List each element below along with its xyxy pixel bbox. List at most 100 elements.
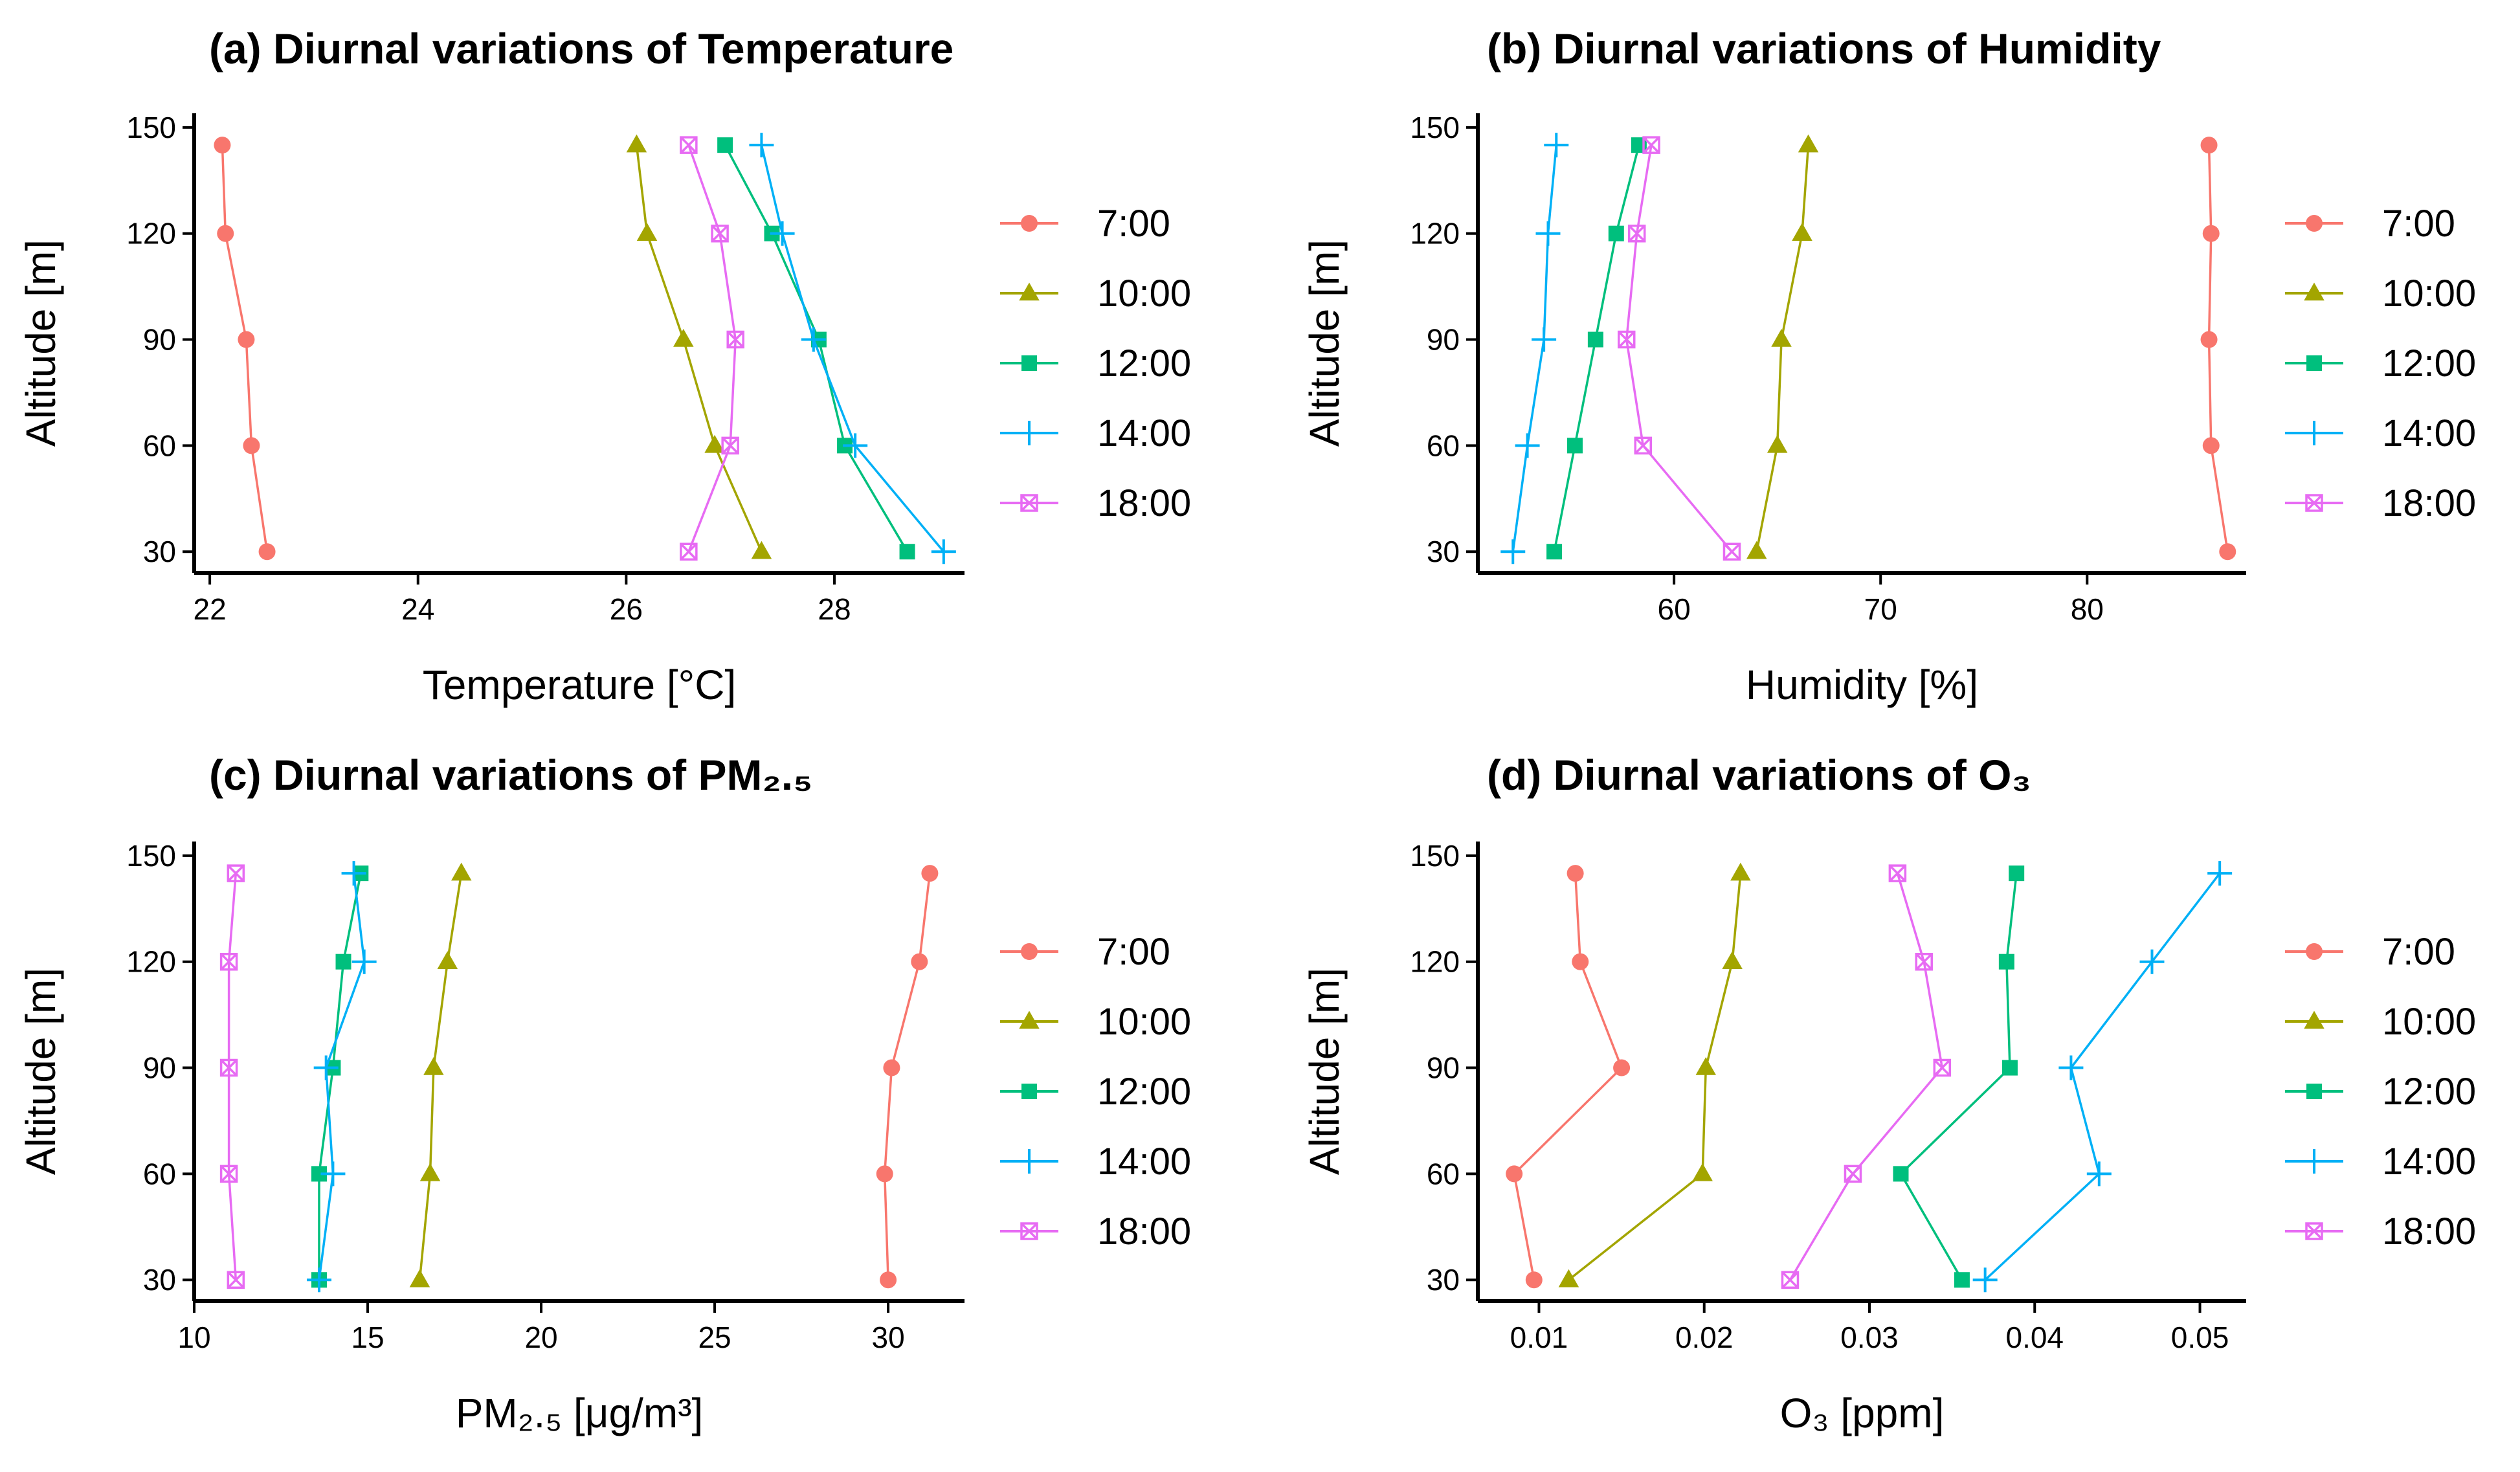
y-tick-label: 30 bbox=[143, 1263, 176, 1297]
legend-marker bbox=[2302, 1149, 2326, 1174]
x-axis-label: Humidity [%] bbox=[1746, 662, 1978, 708]
x-tick-label: 26 bbox=[610, 592, 643, 626]
legend-label: 10:00 bbox=[2382, 1001, 2476, 1043]
data-point bbox=[680, 136, 698, 154]
legend-label: 14:00 bbox=[2382, 412, 2476, 454]
data-point bbox=[726, 330, 744, 349]
legend-label: 14:00 bbox=[2382, 1141, 2476, 1183]
x-tick-label: 30 bbox=[871, 1321, 904, 1354]
y-tick-label: 90 bbox=[143, 1051, 176, 1085]
legend-label: 12:00 bbox=[1097, 1071, 1191, 1113]
data-point bbox=[351, 949, 377, 974]
data-point bbox=[751, 541, 772, 559]
series-line bbox=[1984, 873, 2221, 1281]
y-axis-label: Altitude [m] bbox=[17, 968, 64, 1175]
data-point bbox=[749, 133, 774, 158]
data-point bbox=[219, 952, 238, 971]
y-tick-label: 60 bbox=[143, 1157, 176, 1190]
series-1000 bbox=[626, 134, 772, 559]
data-point bbox=[258, 543, 276, 561]
legend-label: 18:00 bbox=[2382, 482, 2476, 524]
data-point bbox=[1613, 1059, 1631, 1076]
y-tick-label: 90 bbox=[1427, 1051, 1460, 1085]
x-tick-label: 0.05 bbox=[2171, 1321, 2229, 1354]
data-point bbox=[320, 1161, 346, 1187]
chart-panel-4: (d) Diurnal variations of O₃ 30 60 90 120 150… bbox=[1301, 751, 2476, 1436]
data-point bbox=[217, 225, 234, 242]
data-point bbox=[801, 327, 826, 352]
legend-marker bbox=[2302, 421, 2326, 445]
series-line bbox=[1789, 873, 1944, 1281]
data-point bbox=[1627, 224, 1646, 243]
series-1800 bbox=[1617, 136, 1741, 561]
chart-panel-3: (c) Diurnal variations of PM₂.₅ 30 60 90 120… bbox=[17, 751, 1191, 1436]
series-1200 bbox=[1893, 865, 2025, 1288]
x-axis-label: PM₂.₅ [μg/m³] bbox=[456, 1390, 704, 1436]
y-tick-label: 90 bbox=[143, 323, 176, 357]
legend-label: 7:00 bbox=[2382, 931, 2455, 973]
legend-label: 7:00 bbox=[1097, 203, 1170, 245]
series-1400 bbox=[1972, 861, 2233, 1293]
series-1800 bbox=[1781, 864, 1952, 1289]
data-point bbox=[717, 137, 733, 153]
chart-panel-2: (b) Diurnal variations of Humidity 30 60 90… bbox=[1301, 25, 2476, 708]
legend-label: 18:00 bbox=[1097, 482, 1191, 524]
legend-label: 10:00 bbox=[1097, 273, 1191, 315]
x-tick-label: 24 bbox=[401, 592, 434, 626]
data-point bbox=[1506, 1165, 1523, 1183]
y-tick-label: 150 bbox=[126, 111, 176, 144]
data-point bbox=[335, 953, 351, 970]
x-tick-label: 20 bbox=[524, 1321, 557, 1354]
data-point bbox=[227, 864, 245, 882]
data-point bbox=[1954, 1272, 1970, 1288]
data-point bbox=[2058, 1055, 2084, 1080]
x-tick-label: 60 bbox=[1658, 592, 1691, 626]
data-point bbox=[2139, 949, 2165, 974]
data-point bbox=[214, 137, 231, 154]
legend-marker bbox=[1021, 943, 1038, 960]
legend-label: 14:00 bbox=[1097, 1141, 1191, 1183]
legend-label: 18:00 bbox=[2382, 1210, 2476, 1253]
y-tick-label: 90 bbox=[1427, 323, 1460, 357]
data-point bbox=[2202, 225, 2220, 242]
legend: 7:00 10:00 12:00 14:00 18:00 bbox=[2285, 931, 2476, 1253]
legend-label: 12:00 bbox=[1097, 342, 1191, 385]
series-line bbox=[1513, 873, 1623, 1280]
y-axis-label: Altitude [m] bbox=[17, 240, 64, 447]
legend-marker bbox=[1021, 215, 1038, 232]
legend-marker bbox=[1021, 1084, 1037, 1099]
legend-marker bbox=[1017, 1149, 1042, 1174]
chart-panel-1: (a) Diurnal variations of Temperature 30 6… bbox=[17, 25, 1191, 708]
legend-marker bbox=[1019, 282, 1040, 301]
legend-label: 7:00 bbox=[2382, 203, 2455, 245]
data-point bbox=[243, 437, 260, 454]
data-point bbox=[1798, 134, 1819, 153]
legend-marker bbox=[2304, 282, 2325, 301]
y-tick-label: 60 bbox=[1427, 429, 1460, 462]
legend-marker bbox=[1019, 1010, 1040, 1029]
x-tick-label: 0.03 bbox=[1840, 1321, 1899, 1354]
data-point bbox=[931, 539, 956, 564]
data-point bbox=[880, 1271, 897, 1289]
data-point bbox=[721, 436, 739, 455]
y-axis-label: Altitude [m] bbox=[1301, 240, 1348, 447]
data-point bbox=[1567, 438, 1583, 454]
chart-title: (d) Diurnal variations of O₃ bbox=[1487, 751, 2031, 799]
x-tick-label: 0.04 bbox=[2005, 1321, 2064, 1354]
data-point bbox=[419, 1163, 441, 1181]
y-tick-label: 150 bbox=[126, 839, 176, 873]
data-point bbox=[2086, 1161, 2112, 1187]
data-point bbox=[2200, 137, 2218, 154]
data-point bbox=[1634, 436, 1653, 455]
y-tick-label: 120 bbox=[1410, 945, 1460, 979]
legend: 7:00 10:00 12:00 14:00 18:00 bbox=[2285, 203, 2476, 524]
data-point bbox=[1544, 133, 1569, 158]
data-point bbox=[1781, 1271, 1800, 1289]
series-line bbox=[1625, 144, 1733, 553]
data-point bbox=[2202, 437, 2220, 454]
data-point bbox=[1893, 1166, 1909, 1182]
data-point bbox=[1722, 951, 1743, 969]
legend-marker bbox=[1020, 1222, 1038, 1240]
data-point bbox=[626, 134, 647, 153]
legend: 7:00 10:00 12:00 14:00 18:00 bbox=[1000, 931, 1191, 1253]
